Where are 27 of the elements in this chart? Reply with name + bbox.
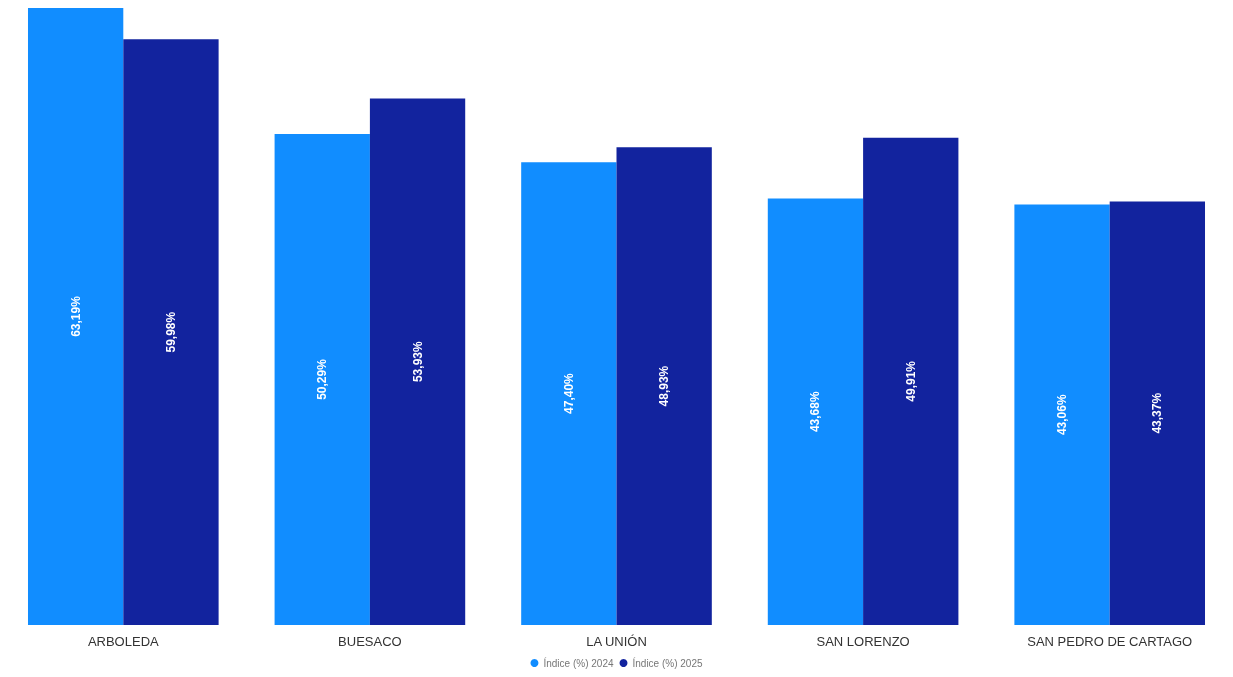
- x-tick-label: SAN LORENZO: [816, 634, 910, 649]
- bar: [1109, 201, 1206, 625]
- data-label: 43,68%: [808, 391, 823, 433]
- data-label: 59,98%: [163, 311, 178, 353]
- x-tick-label: SAN PEDRO DE CARTAGO: [1027, 634, 1193, 649]
- data-label: 63,19%: [68, 295, 83, 337]
- bar: [767, 198, 864, 625]
- data-label: 43,06%: [1055, 394, 1070, 436]
- legend-label: Índice (%) 2025: [632, 656, 703, 669]
- bar: [521, 162, 617, 625]
- bar: [863, 137, 959, 625]
- legend-label: Índice (%) 2024: [543, 656, 614, 669]
- x-tick-label: ARBOLEDA: [87, 634, 160, 649]
- x-tick-label: BUESACO: [338, 634, 402, 649]
- bar: [369, 98, 466, 625]
- bar: [27, 8, 124, 625]
- data-label: 53,93%: [410, 341, 425, 383]
- x-tick-label: LA UNIÓN: [586, 634, 647, 649]
- data-label: 43,37%: [1150, 392, 1165, 434]
- bar: [1014, 204, 1110, 625]
- data-label: 50,29%: [315, 358, 330, 400]
- data-label: 49,91%: [903, 360, 918, 402]
- bar: [123, 39, 219, 625]
- bar: [616, 147, 712, 625]
- data-label: 48,93%: [657, 365, 672, 407]
- bar: [274, 133, 370, 625]
- data-label: 47,40%: [561, 372, 576, 414]
